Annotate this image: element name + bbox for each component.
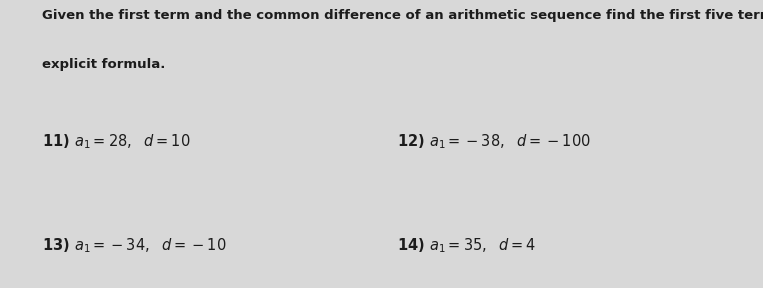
Text: 12) $a_1=-38,\ \ d=-100$: 12) $a_1=-38,\ \ d=-100$: [397, 132, 591, 151]
Text: 14) $a_1=35,\ \ d=4$: 14) $a_1=35,\ \ d=4$: [397, 236, 536, 255]
Text: 13) $a_1=-34,\ \ d=-10$: 13) $a_1=-34,\ \ d=-10$: [42, 236, 227, 255]
Text: 11) $a_1=28,\ \ d=10$: 11) $a_1=28,\ \ d=10$: [42, 132, 191, 151]
Text: Given the first term and the common difference of an arithmetic sequence find th: Given the first term and the common diff…: [42, 9, 763, 22]
Text: explicit formula.: explicit formula.: [42, 58, 166, 71]
